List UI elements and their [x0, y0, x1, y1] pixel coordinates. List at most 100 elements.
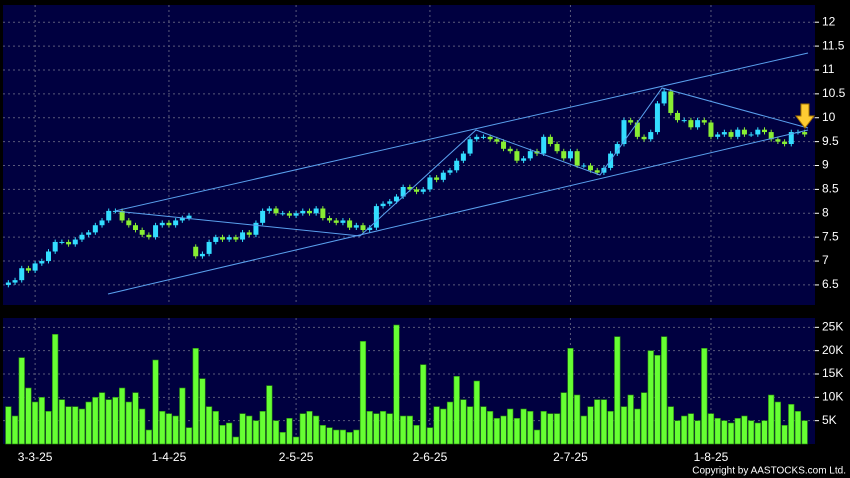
candle-body	[775, 139, 781, 142]
candle-body	[521, 158, 527, 161]
candle-body	[39, 261, 45, 264]
candle-body	[333, 220, 339, 223]
candle-body	[480, 136, 486, 138]
candle-body	[527, 151, 533, 159]
volume-bar	[292, 436, 300, 445]
candle-body	[514, 151, 520, 161]
candle-body	[708, 122, 714, 137]
candle-body	[86, 232, 92, 235]
candle-body	[688, 120, 694, 128]
volume-bar	[205, 406, 213, 445]
candle-body	[5, 282, 11, 285]
y-tick-label: 15K	[822, 366, 843, 380]
volume-bar	[379, 411, 387, 445]
candle-body	[614, 144, 620, 154]
x-tick-label: 2-5-25	[279, 450, 314, 464]
volume-bar	[105, 399, 112, 445]
y-tick-label: 20K	[822, 343, 843, 357]
volume-bar	[199, 378, 206, 445]
candle-body	[159, 222, 165, 226]
y-tick-label: 7.5	[822, 229, 839, 243]
volume-bar	[18, 357, 25, 445]
volume-bar	[78, 408, 86, 445]
candle-body	[320, 208, 326, 219]
volume-bar	[794, 411, 802, 445]
candle-body	[146, 234, 152, 238]
candle-body	[253, 222, 259, 235]
volume-bar	[226, 422, 233, 445]
candle-body	[668, 91, 674, 113]
volume-bar	[326, 427, 333, 445]
candle-body	[547, 136, 553, 145]
candle-body	[675, 112, 681, 121]
candle-body	[594, 170, 600, 173]
y-tick-label: 11.5	[822, 38, 845, 52]
volume-bar	[681, 415, 688, 445]
volume-bar	[774, 401, 781, 445]
candle-body	[12, 280, 18, 283]
y-tick-label: 8.5	[822, 182, 839, 196]
volume-bar	[580, 415, 587, 445]
candle-body	[581, 165, 587, 167]
candle-body	[280, 213, 286, 215]
candle-body	[762, 129, 768, 133]
volume-bar	[721, 420, 728, 445]
volume-bar	[473, 380, 480, 445]
candle-body	[313, 208, 319, 214]
candle-body	[206, 241, 212, 254]
candle-body	[92, 225, 98, 233]
y-tick-label: 11	[822, 62, 835, 76]
volume-bar	[547, 413, 554, 445]
candle-body	[755, 129, 761, 135]
volume-bar	[239, 413, 246, 445]
candle-body	[561, 151, 567, 159]
y-tick-label: 25K	[822, 320, 843, 334]
volume-bar	[674, 420, 681, 445]
candle-body	[628, 120, 634, 123]
volume-bar	[185, 427, 193, 445]
volume-bar	[179, 387, 186, 445]
candle-body	[554, 144, 560, 152]
candle-body	[541, 136, 547, 154]
volume-bar	[373, 413, 380, 445]
candle-body	[501, 141, 507, 149]
volume-bar	[366, 411, 373, 445]
volume-bar	[266, 385, 273, 445]
candle-body	[186, 215, 192, 219]
candle-body	[748, 134, 754, 136]
price-panel	[3, 5, 815, 305]
y-tick-label: 9.5	[822, 134, 839, 148]
candle-body	[153, 225, 159, 238]
candle-body	[126, 220, 132, 226]
volume-bar	[299, 413, 306, 445]
volume-bar	[306, 411, 313, 445]
candle-body	[588, 165, 594, 171]
candle-body	[300, 210, 306, 214]
candle-body	[634, 122, 640, 137]
volume-bar	[172, 415, 179, 445]
candle-body	[387, 201, 393, 204]
candle-body	[246, 232, 252, 235]
volume-bar	[540, 411, 547, 445]
volume-bar	[654, 355, 661, 445]
volume-bar	[446, 401, 454, 445]
volume-bar	[219, 425, 226, 445]
volume-bar	[139, 408, 146, 445]
arrow-icon	[795, 103, 815, 129]
volume-bar	[212, 411, 219, 445]
volume-bar	[487, 411, 494, 445]
volume-bar	[359, 341, 367, 445]
candle-body	[347, 220, 353, 228]
candle-body	[360, 225, 366, 230]
volume-bar	[333, 429, 340, 445]
candle-body	[414, 189, 420, 192]
volume-bar	[413, 425, 420, 445]
candle-body	[681, 120, 687, 122]
volume-bar	[259, 411, 266, 445]
candle-body	[487, 136, 493, 140]
volume-bar	[159, 411, 166, 445]
candle-body	[166, 222, 172, 226]
volume-bar	[533, 429, 541, 445]
volume-bar	[45, 411, 52, 445]
candle-body	[306, 210, 312, 214]
